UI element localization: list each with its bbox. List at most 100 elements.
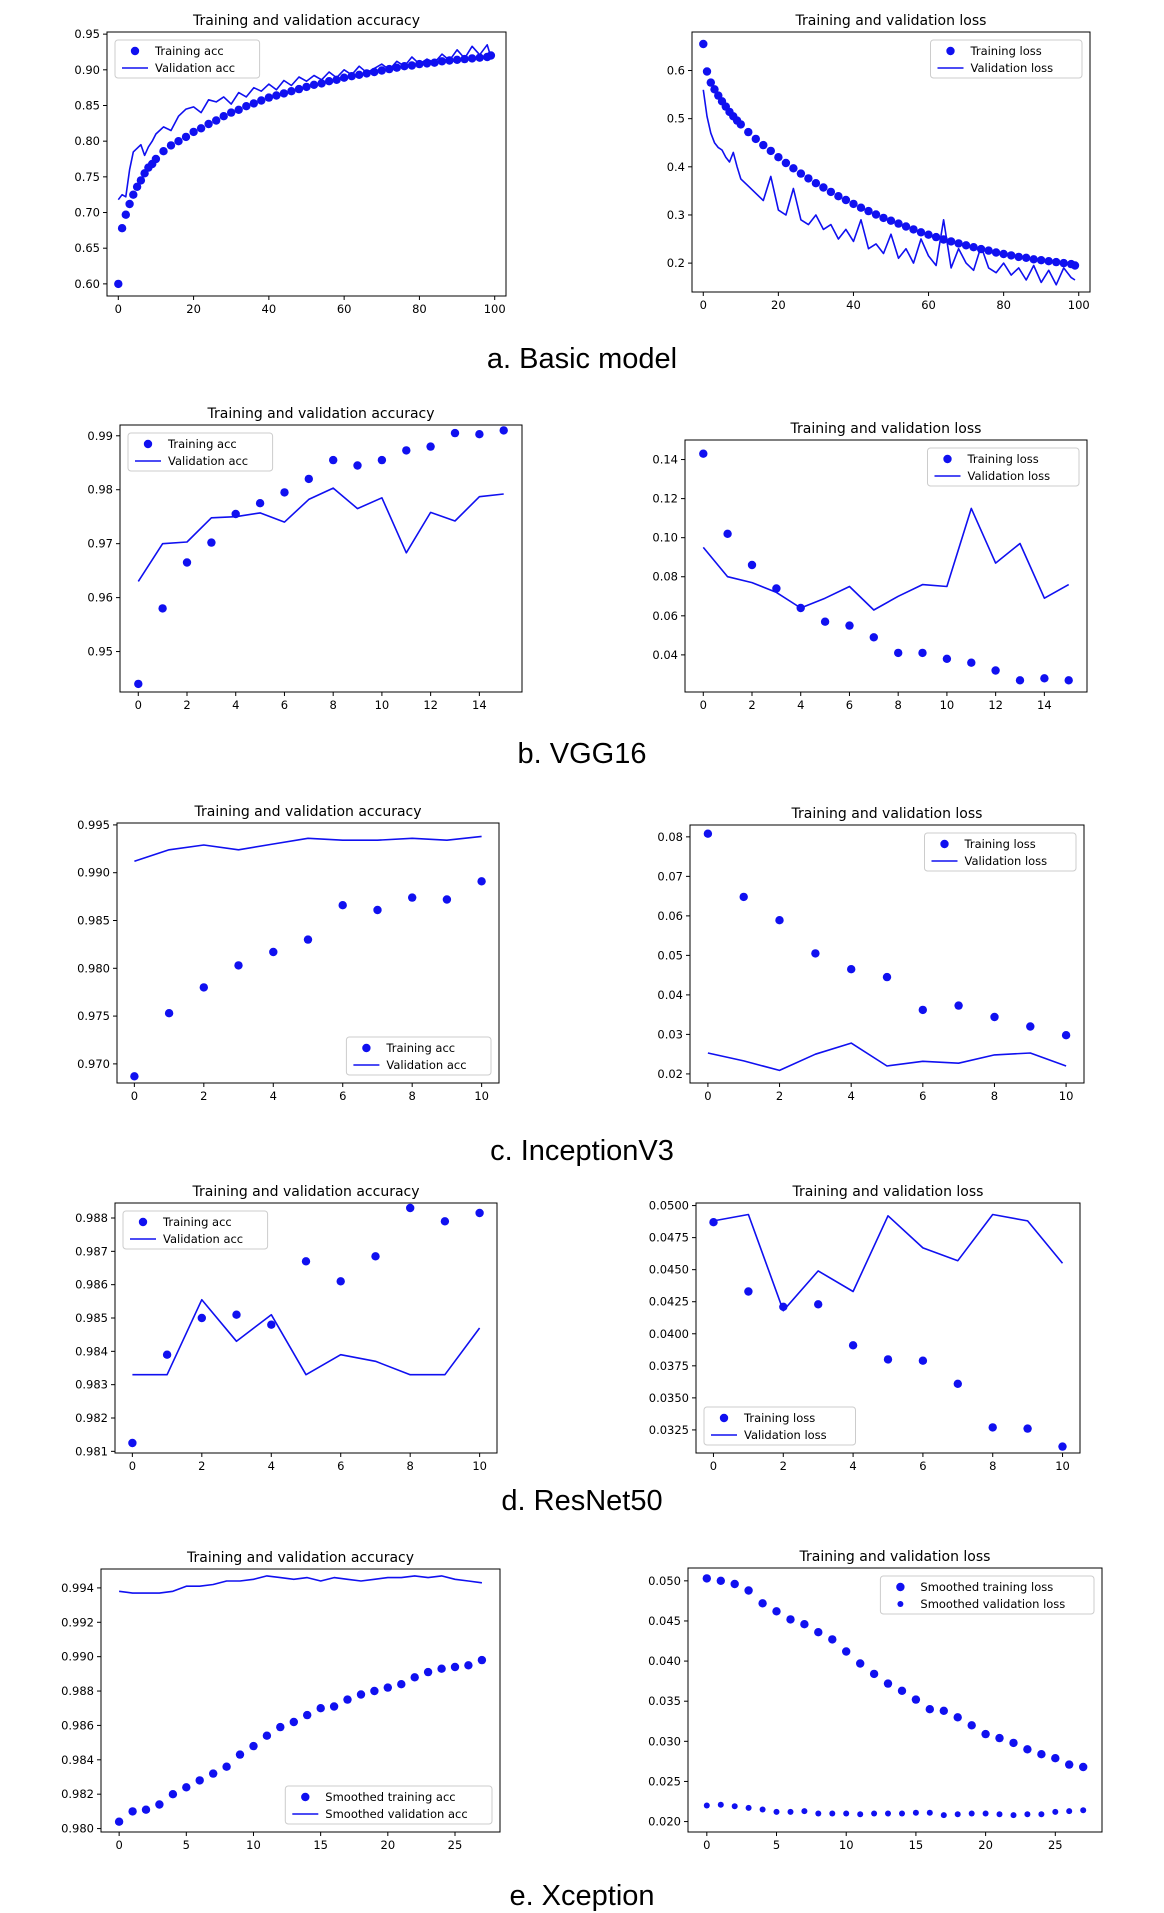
data-point (162, 1350, 172, 1359)
data-point (1037, 1750, 1046, 1759)
x-tick-label: 10 (375, 698, 390, 712)
data-point (1070, 261, 1080, 270)
y-tick-label: 0.982 (75, 1411, 108, 1425)
data-point (845, 621, 854, 630)
data-point (856, 1659, 865, 1668)
data-point (995, 1733, 1004, 1743)
x-tick-label: 2 (748, 698, 755, 712)
x-tick-label: 4 (270, 1089, 277, 1103)
x-tick-label: 6 (846, 698, 853, 712)
legend-label: Training loss (970, 44, 1042, 58)
y-tick-label: 0.050 (648, 1574, 681, 1588)
chart-c-accuracy: Training and validation accuracy 0 2 4 6 8 10 0… (77, 804, 500, 1103)
data-point (1023, 1424, 1032, 1433)
data-point (329, 1702, 339, 1711)
y-tick-label: 0.988 (75, 1211, 108, 1225)
data-point (289, 1717, 298, 1727)
data-point (759, 140, 768, 150)
x-tick-label: 12 (423, 698, 438, 712)
data-point (931, 232, 941, 242)
data-point (744, 127, 753, 137)
y-tick-label: 0.992 (61, 1615, 94, 1629)
data-point (141, 1805, 151, 1814)
legend-box (114, 39, 261, 79)
y-tick-label: 0.987 (75, 1244, 108, 1258)
data-point (189, 127, 198, 137)
x-tick-label: 2 (776, 1089, 783, 1103)
data-point (332, 75, 341, 85)
data-point (984, 246, 993, 255)
y-tick-label: 0.10 (652, 531, 678, 545)
data-point (232, 1310, 241, 1319)
data-point (706, 78, 715, 87)
y-tick-label: 0.045 (648, 1614, 681, 1628)
data-point (437, 1664, 446, 1673)
y-tick-label: 0.5 (667, 112, 685, 126)
data-point (499, 426, 508, 435)
data-point (294, 84, 304, 94)
y-tick-label: 0.030 (648, 1734, 681, 1748)
plot-frame (695, 1202, 1081, 1454)
chart-title: Training and validation accuracy (192, 13, 420, 29)
x-tick-label: 15 (313, 1838, 328, 1852)
data-point (912, 1809, 919, 1816)
y-tick-label: 0.984 (61, 1753, 94, 1767)
x-tick-label: 100 (484, 302, 506, 316)
y-tick-label: 0.06 (657, 909, 683, 923)
data-point (961, 241, 971, 250)
data-point (953, 1713, 962, 1722)
data-point (130, 1072, 139, 1081)
data-point (954, 1811, 961, 1818)
plot-frame (689, 824, 1085, 1084)
legend-label: Smoothed training loss (920, 1580, 1053, 1594)
data-point (1065, 1760, 1074, 1769)
y-tick-label: 0.80 (74, 134, 100, 148)
x-tick-label: 5 (183, 1838, 190, 1852)
x-tick-label: 5 (773, 1838, 780, 1852)
data-point (856, 203, 866, 212)
y-tick-label: 0.990 (77, 866, 110, 880)
data-point (132, 182, 142, 191)
chart-title: Training and validation loss (799, 1549, 991, 1565)
data-point (204, 119, 213, 129)
data-point (911, 1695, 921, 1704)
legend: Training loss Validation loss (703, 1406, 856, 1446)
x-tick-label: 15 (909, 1838, 924, 1852)
legend: Training loss Validation loss (927, 447, 1080, 487)
x-tick-label: 2 (183, 698, 190, 712)
data-point (1015, 676, 1025, 685)
x-tick-label: 40 (262, 302, 277, 316)
y-tick-label: 0.0400 (649, 1327, 689, 1341)
data-point (739, 892, 748, 902)
y-tick-label: 0.0500 (649, 1199, 689, 1213)
x-tick-label: 10 (246, 1838, 261, 1852)
data-point (946, 237, 956, 246)
data-point (1051, 1754, 1060, 1763)
data-point (304, 474, 313, 484)
x-tick-label: 14 (472, 698, 487, 712)
legend: Training acc Validation acc (127, 432, 274, 472)
x-tick-label: 4 (268, 1459, 275, 1473)
data-point (182, 558, 192, 567)
data-point (916, 228, 926, 237)
legend-marker-swatch (940, 839, 949, 849)
data-point (871, 210, 881, 219)
x-tick-label: 8 (330, 698, 337, 712)
data-point (1079, 1762, 1088, 1772)
y-tick-label: 0.0350 (649, 1391, 689, 1405)
plot-frame (116, 822, 500, 1084)
x-tick-label: 20 (186, 302, 201, 316)
data-point (1052, 257, 1061, 267)
data-point (467, 54, 477, 63)
data-point (1009, 1738, 1018, 1748)
data-point (885, 1810, 891, 1817)
x-tick-label: 6 (281, 698, 288, 712)
x-tick-label: 0 (704, 1089, 711, 1103)
x-tick-label: 80 (412, 302, 427, 316)
data-point (745, 1804, 752, 1811)
y-tick-label: 0.65 (74, 241, 100, 255)
y-tick-label: 0.985 (77, 914, 110, 928)
x-tick-label: 6 (337, 1459, 344, 1473)
y-tick-label: 0.6 (667, 64, 685, 78)
data-point (450, 428, 460, 438)
